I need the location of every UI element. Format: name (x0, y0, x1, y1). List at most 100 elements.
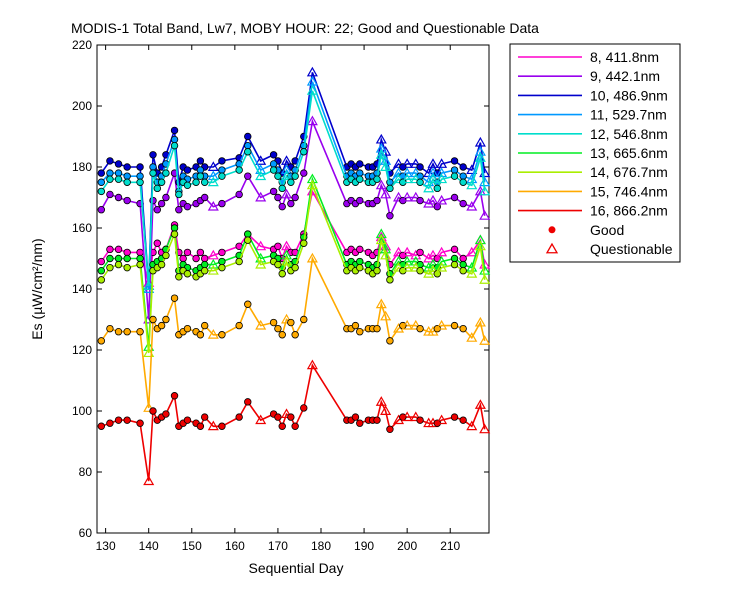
questionable-point (255, 414, 267, 425)
good-point (373, 196, 381, 205)
good-point (416, 196, 424, 205)
questionable-point (380, 405, 392, 415)
good-point (278, 184, 286, 193)
good-point (106, 175, 114, 183)
questionable-point (401, 255, 413, 266)
questionable-point (207, 170, 219, 181)
good-point (106, 324, 114, 333)
y-axis-label: Es (µW/cm²/nm) (29, 238, 45, 339)
good-point (170, 294, 179, 302)
good-point (373, 324, 381, 333)
good-point (183, 166, 192, 174)
questionable-point (281, 408, 293, 419)
good-point (114, 160, 123, 168)
good-point (459, 172, 467, 180)
good-point (170, 392, 179, 400)
questionable-point (393, 173, 405, 184)
questionable-point (466, 268, 478, 278)
good-point (97, 337, 106, 345)
y-tick-label: 100 (72, 404, 92, 418)
good-point (114, 416, 123, 424)
questionable-point (306, 85, 318, 95)
good-point (373, 267, 381, 275)
legend-label: 16, 866.2nm (590, 203, 668, 219)
questionable-point (375, 142, 387, 153)
x-tick-label: 210 (440, 539, 460, 553)
good-point (300, 239, 308, 247)
good-point (386, 276, 394, 284)
questionable-point (393, 167, 405, 178)
good-point (244, 172, 252, 180)
x-tick-label: 130 (96, 539, 116, 553)
legend-label: 8, 411.8nm (590, 49, 659, 65)
questionable-point (207, 161, 219, 171)
questionable-point (466, 200, 478, 211)
questionable-point (423, 182, 435, 193)
questionable-point (401, 167, 413, 178)
good-point (192, 254, 200, 263)
good-point (153, 184, 162, 193)
good-point (218, 422, 226, 430)
questionable-point (375, 133, 387, 144)
good-point (123, 328, 131, 336)
legend-label: 10, 486.9nm (590, 87, 668, 103)
questionable-point (410, 158, 422, 168)
good-point (175, 205, 183, 214)
y-tick-label: 60 (79, 526, 93, 540)
good-point (175, 190, 183, 199)
y-tick-label: 120 (72, 343, 92, 357)
good-point (356, 263, 364, 272)
questionable-point (380, 161, 392, 171)
questionable-point (207, 258, 219, 269)
questionable-point (401, 261, 413, 272)
questionable-point (423, 197, 435, 208)
questionable-point (479, 185, 491, 196)
good-point (196, 172, 205, 180)
good-point (244, 230, 252, 238)
x-tick-label: 200 (397, 539, 417, 553)
good-point (274, 193, 282, 202)
good-point (235, 321, 243, 330)
questionable-point (436, 158, 448, 168)
questionable-point (410, 319, 422, 330)
legend-label-questionable: Questionable (590, 241, 673, 257)
good-point (106, 157, 114, 165)
questionable-point (410, 191, 422, 202)
good-point (356, 257, 364, 266)
questionable-point (306, 75, 318, 86)
good-point (450, 321, 459, 330)
good-point (162, 169, 170, 177)
questionable-point (427, 249, 439, 260)
good-point (218, 257, 226, 266)
questionable-point (401, 319, 413, 330)
x-tick-label: 170 (268, 539, 288, 553)
series-5 (97, 85, 491, 290)
questionable-point (207, 200, 219, 211)
y-tick-label: 160 (72, 221, 92, 235)
questionable-point (423, 261, 435, 272)
good-point (450, 245, 459, 254)
questionable-point (281, 188, 293, 199)
good-point (149, 407, 157, 415)
good-point (356, 169, 364, 177)
good-point (274, 324, 282, 333)
good-point (450, 193, 459, 202)
legend-questionable-marker (545, 242, 559, 254)
good-point (97, 267, 106, 275)
questionable-point (380, 146, 392, 156)
good-point (287, 318, 295, 327)
good-point (244, 398, 252, 406)
good-point (170, 135, 179, 144)
good-point (235, 413, 243, 421)
questionable-point (401, 191, 413, 202)
good-point (356, 175, 364, 183)
good-point (97, 257, 106, 266)
x-axis-label: Sequential Day (249, 560, 344, 576)
good-point (287, 178, 295, 186)
good-point (97, 276, 106, 284)
questionable-point (306, 179, 318, 190)
good-point (235, 190, 243, 199)
good-point (269, 160, 278, 168)
good-point (114, 260, 123, 269)
